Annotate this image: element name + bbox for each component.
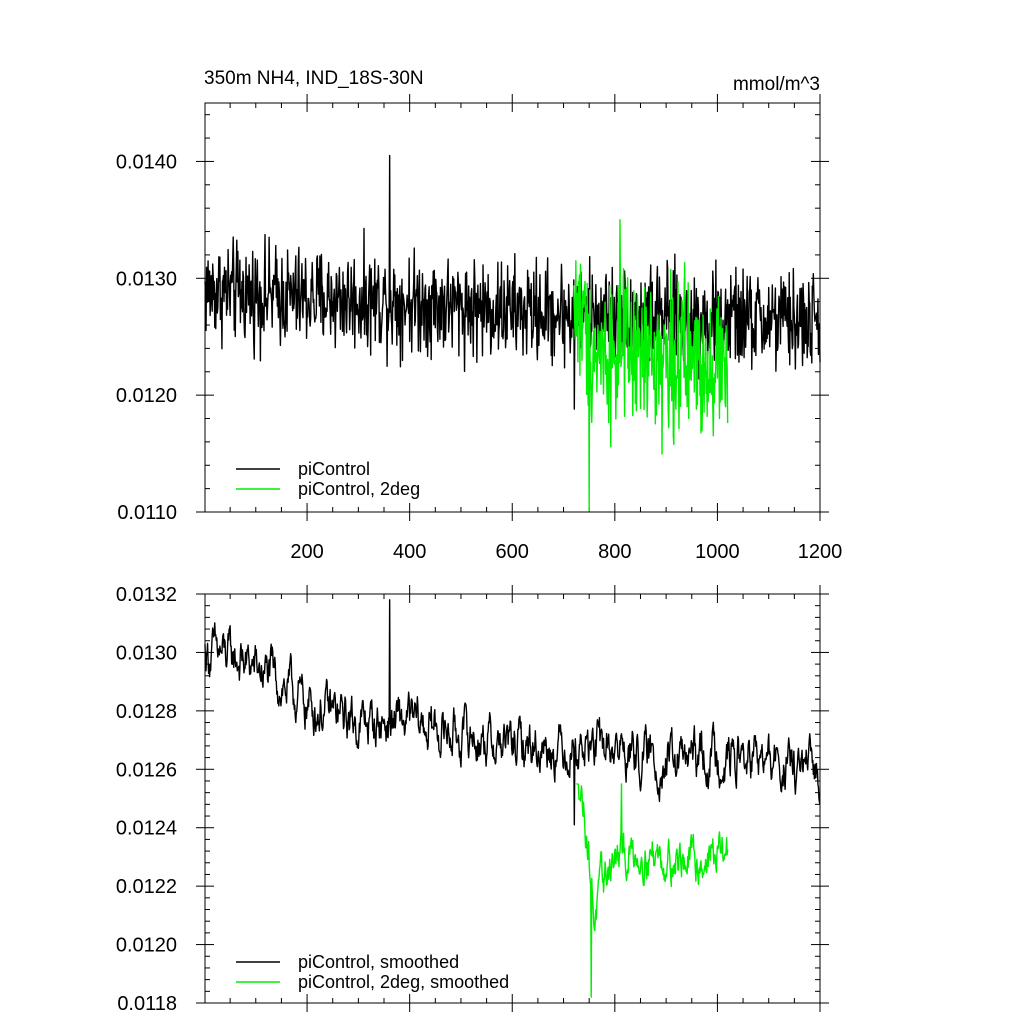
top-series-layer bbox=[204, 154, 821, 513]
x-tick-label: 400 bbox=[393, 541, 426, 563]
top-legend: piControl piControl, 2deg bbox=[236, 459, 420, 499]
y-tick-label: 0.0132 bbox=[116, 584, 177, 606]
top-legend-label-picontrol: piControl bbox=[298, 459, 370, 479]
y-tick-label: 0.0128 bbox=[116, 701, 177, 723]
y-tick-label: 0.0118 bbox=[117, 993, 177, 1015]
bottom-legend-label-smoothed: piControl, smoothed bbox=[298, 952, 459, 972]
x-tick-label: 1000 bbox=[695, 541, 740, 563]
x-tick-label: 600 bbox=[496, 541, 529, 563]
series-line-picontrol-2deg bbox=[576, 783, 729, 998]
y-tick-label: 0.0120 bbox=[116, 935, 177, 957]
top-plot-frame bbox=[204, 102, 821, 513]
x-tick-label: 200 bbox=[290, 541, 323, 563]
top-title-left: 350m NH4, IND_18S-30N bbox=[204, 68, 424, 89]
y-tick-label: 0.0130 bbox=[116, 268, 177, 290]
y-tick-label: 0.0140 bbox=[116, 151, 177, 173]
top-legend-label-picontrol-2deg: piControl, 2deg bbox=[298, 479, 420, 499]
bottom-axis-ticks: 0.0118 0.0120 0.0122 0.0124 0.0126 0.0128 0.01… bbox=[116, 584, 829, 1015]
y-tick-label: 0.0110 bbox=[117, 502, 177, 524]
series-line-picontrol-2deg bbox=[573, 219, 729, 513]
x-tick-label: 800 bbox=[598, 541, 631, 563]
bottom-legend: piControl, smoothed piControl, 2deg, smo… bbox=[236, 952, 509, 992]
bottom-legend-label-2deg-smoothed: piControl, 2deg, smoothed bbox=[298, 972, 509, 992]
y-tick-label: 0.0126 bbox=[116, 759, 177, 781]
x-tick-label: 1200 bbox=[798, 541, 843, 563]
y-tick-label: 0.0124 bbox=[116, 818, 177, 840]
bottom-panel: 0.0118 0.0120 0.0122 0.0124 0.0126 0.0128 0.01… bbox=[116, 584, 829, 1015]
bottom-series-layer bbox=[204, 599, 821, 998]
top-axis-ticks: 200 400 600 800 1000 1200 0.0110 0.0120 0.0130 0.… bbox=[116, 94, 842, 563]
series-line-picontrol bbox=[204, 599, 821, 826]
y-tick-label: 0.0120 bbox=[116, 385, 177, 407]
top-title-right: mmol/m^3 bbox=[733, 74, 820, 95]
bottom-plot-frame bbox=[204, 593, 821, 1004]
y-tick-label: 0.0130 bbox=[116, 642, 177, 664]
series-line-picontrol bbox=[204, 154, 821, 410]
top-panel: 350m NH4, IND_18S-30N mmol/m^3 200 400 600… bbox=[116, 68, 842, 563]
y-tick-label: 0.0122 bbox=[116, 876, 177, 898]
